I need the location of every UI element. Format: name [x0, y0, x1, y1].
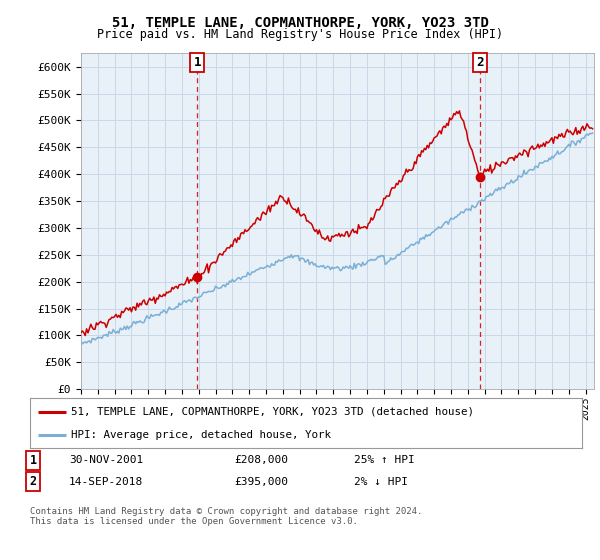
Text: 1: 1: [29, 454, 37, 467]
Text: Price paid vs. HM Land Registry's House Price Index (HPI): Price paid vs. HM Land Registry's House …: [97, 28, 503, 41]
Text: £208,000: £208,000: [234, 455, 288, 465]
Text: 1: 1: [194, 56, 201, 69]
Text: 2: 2: [476, 56, 484, 69]
Text: HPI: Average price, detached house, York: HPI: Average price, detached house, York: [71, 430, 331, 440]
Text: Contains HM Land Registry data © Crown copyright and database right 2024.
This d: Contains HM Land Registry data © Crown c…: [30, 507, 422, 526]
Text: 14-SEP-2018: 14-SEP-2018: [69, 477, 143, 487]
Text: £395,000: £395,000: [234, 477, 288, 487]
Text: 25% ↑ HPI: 25% ↑ HPI: [354, 455, 415, 465]
Text: 51, TEMPLE LANE, COPMANTHORPE, YORK, YO23 3TD (detached house): 51, TEMPLE LANE, COPMANTHORPE, YORK, YO2…: [71, 407, 475, 417]
Text: 2: 2: [29, 475, 37, 488]
Text: 30-NOV-2001: 30-NOV-2001: [69, 455, 143, 465]
Text: 51, TEMPLE LANE, COPMANTHORPE, YORK, YO23 3TD: 51, TEMPLE LANE, COPMANTHORPE, YORK, YO2…: [112, 16, 488, 30]
Text: 2% ↓ HPI: 2% ↓ HPI: [354, 477, 408, 487]
